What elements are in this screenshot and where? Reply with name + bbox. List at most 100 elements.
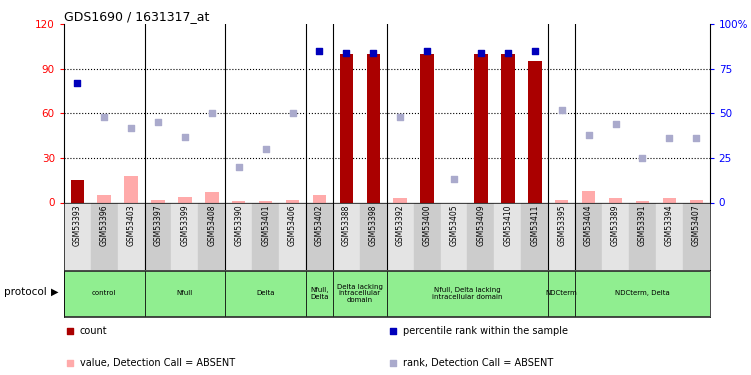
Bar [71, 180, 84, 203]
Text: GSM53407: GSM53407 [692, 204, 701, 246]
Point [367, 50, 379, 56]
Text: GSM53394: GSM53394 [665, 204, 674, 246]
Text: Nfull: Nfull [176, 290, 193, 296]
Bar [98, 195, 111, 202]
Bar [635, 201, 649, 202]
Bar [252, 202, 279, 270]
Bar [144, 271, 225, 316]
Bar [528, 62, 541, 202]
Bar [125, 176, 138, 203]
Text: GSM53410: GSM53410 [503, 204, 512, 246]
Point [663, 135, 675, 141]
Text: ▶: ▶ [51, 286, 59, 297]
Bar [575, 271, 710, 316]
Point [313, 48, 325, 54]
Point [179, 134, 191, 140]
Bar [259, 201, 273, 202]
Point [65, 360, 77, 366]
Text: GSM53393: GSM53393 [73, 204, 82, 246]
Text: rank, Detection Call = ABSENT: rank, Detection Call = ABSENT [403, 358, 553, 368]
Bar [387, 271, 548, 316]
Bar [494, 202, 521, 270]
Bar [662, 198, 676, 202]
Bar [467, 202, 494, 270]
Bar [306, 202, 333, 270]
Point [610, 121, 622, 127]
Point [152, 119, 164, 125]
Text: GSM53404: GSM53404 [584, 204, 593, 246]
Bar [279, 202, 306, 270]
Text: control: control [92, 290, 116, 296]
Text: GSM53390: GSM53390 [234, 204, 243, 246]
Point [388, 328, 400, 334]
Text: count: count [80, 326, 107, 336]
Bar [366, 54, 380, 202]
Bar [441, 202, 467, 270]
Text: GSM53392: GSM53392 [396, 204, 405, 246]
Bar [91, 202, 118, 270]
Bar [501, 54, 514, 202]
Text: GSM53391: GSM53391 [638, 204, 647, 246]
Text: GSM53399: GSM53399 [180, 204, 189, 246]
Text: GSM53406: GSM53406 [288, 204, 297, 246]
Text: GSM53409: GSM53409 [476, 204, 485, 246]
Bar [683, 202, 710, 270]
Text: protocol: protocol [4, 286, 47, 297]
Point [421, 48, 433, 54]
Bar [548, 202, 575, 270]
Bar [656, 202, 683, 270]
Bar [64, 202, 91, 270]
Bar [521, 202, 548, 270]
Point [529, 48, 541, 54]
Point [233, 164, 245, 170]
Point [388, 360, 400, 366]
Point [260, 146, 272, 152]
Point [98, 114, 110, 120]
Bar [144, 202, 171, 270]
Bar [360, 202, 387, 270]
Bar [178, 196, 192, 202]
Point [636, 155, 648, 161]
Text: Nfull, Delta lacking
intracellular domain: Nfull, Delta lacking intracellular domai… [433, 287, 502, 300]
Text: GSM53396: GSM53396 [100, 204, 109, 246]
Bar [629, 202, 656, 270]
Bar [474, 54, 487, 202]
Bar [198, 202, 225, 270]
Point [71, 80, 83, 86]
Text: GSM53403: GSM53403 [127, 204, 136, 246]
Point [475, 50, 487, 56]
Bar [205, 192, 219, 202]
Text: value, Detection Call = ABSENT: value, Detection Call = ABSENT [80, 358, 235, 368]
Bar [421, 54, 434, 202]
Text: Delta lacking
intracellular
domain: Delta lacking intracellular domain [337, 284, 383, 303]
Bar [689, 200, 703, 202]
Text: GSM53405: GSM53405 [450, 204, 459, 246]
Text: GSM53389: GSM53389 [611, 204, 620, 246]
Text: percentile rank within the sample: percentile rank within the sample [403, 326, 568, 336]
Bar [602, 202, 629, 270]
Bar [609, 198, 623, 202]
Bar [555, 200, 569, 202]
Point [206, 110, 218, 116]
Text: Nfull,
Delta: Nfull, Delta [310, 287, 329, 300]
Bar [339, 54, 353, 202]
Text: NDCterm, Delta: NDCterm, Delta [615, 290, 670, 296]
Text: GSM53401: GSM53401 [261, 204, 270, 246]
Bar [118, 202, 144, 270]
Bar [171, 202, 198, 270]
Bar [387, 202, 414, 270]
Point [502, 50, 514, 56]
Text: GSM53395: GSM53395 [557, 204, 566, 246]
Bar [225, 271, 306, 316]
Bar [548, 271, 575, 316]
Point [340, 50, 352, 56]
Text: GSM53411: GSM53411 [530, 204, 539, 246]
Text: GSM53397: GSM53397 [153, 204, 162, 246]
Text: GSM53388: GSM53388 [342, 204, 351, 246]
Text: GSM53402: GSM53402 [315, 204, 324, 246]
Bar [232, 201, 246, 202]
Text: GDS1690 / 1631317_at: GDS1690 / 1631317_at [64, 10, 210, 23]
Point [394, 114, 406, 120]
Point [583, 132, 595, 138]
Text: GSM53398: GSM53398 [369, 204, 378, 246]
